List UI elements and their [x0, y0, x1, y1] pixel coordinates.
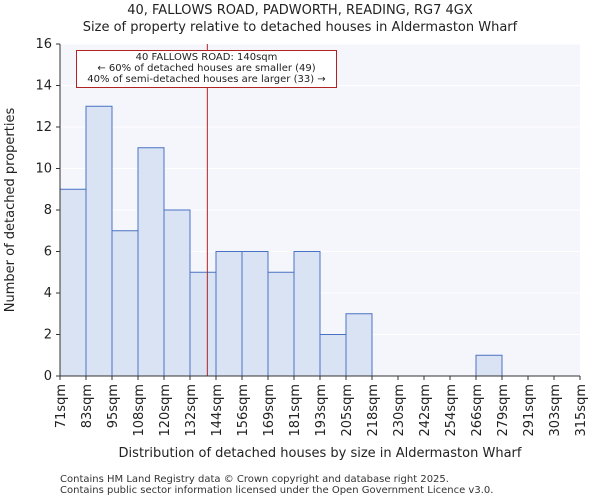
histogram-bar — [319, 334, 347, 377]
y-tick-label: 4 — [44, 286, 52, 301]
histogram-bar — [241, 251, 269, 377]
x-tick-label: 230sqm — [392, 384, 407, 437]
x-tick-label: 132sqm — [184, 384, 199, 437]
y-tick-label: 6 — [44, 245, 52, 260]
y-tick-label: 8 — [44, 203, 52, 218]
y-tick-label: 10 — [35, 162, 52, 177]
y-tick-label: 16 — [35, 37, 52, 52]
x-tick-label: 193sqm — [314, 384, 329, 437]
x-axis-label: Distribution of detached houses by size … — [119, 446, 522, 461]
property-annotation: 40 FALLOWS ROAD: 140sqm ← 60% of detache… — [76, 50, 337, 88]
footer-copyright: Contains HM Land Registry data © Crown c… — [60, 474, 449, 485]
x-tick-label: 218sqm — [366, 384, 381, 437]
x-tick-label: 254sqm — [444, 384, 459, 437]
histogram-bar — [189, 271, 217, 377]
chart-title: 40, FALLOWS ROAD, PADWORTH, READING, RG7… — [127, 3, 473, 18]
x-tick-label: 120sqm — [158, 384, 173, 437]
y-tick-label: 0 — [44, 369, 52, 384]
y-axis-label: Number of detached properties — [3, 108, 18, 313]
x-tick-label: 169sqm — [262, 384, 277, 437]
histogram-bar — [59, 188, 87, 377]
x-tick-label: 83sqm — [80, 384, 95, 428]
x-tick-label: 315sqm — [574, 384, 589, 437]
chart-subtitle: Size of property relative to detached ho… — [82, 20, 518, 35]
x-tick-label: 144sqm — [210, 384, 225, 437]
histogram-bar — [475, 354, 503, 377]
histogram-bar — [85, 105, 113, 377]
x-tick-label: 156sqm — [236, 384, 251, 437]
annotation-line-3: 40% of semi-detached houses are larger (… — [87, 74, 326, 85]
x-tick-label: 205sqm — [340, 384, 355, 437]
footer-licence: Contains public sector information licen… — [60, 485, 494, 496]
histogram-bar — [267, 271, 295, 377]
histogram-bar — [111, 230, 139, 377]
histogram-bar — [345, 313, 373, 377]
histogram-bar — [215, 251, 243, 377]
x-tick-label: 108sqm — [132, 384, 147, 437]
y-tick-label: 12 — [35, 120, 52, 135]
annotation-line-1: 40 FALLOWS ROAD: 140sqm — [135, 52, 278, 63]
x-tick-label: 71sqm — [54, 384, 69, 428]
histogram-bar — [293, 251, 321, 377]
annotation-line-2: ← 60% of detached houses are smaller (49… — [97, 63, 316, 74]
x-tick-label: 181sqm — [288, 384, 303, 437]
x-tick-label: 303sqm — [548, 384, 563, 437]
x-tick-label: 95sqm — [106, 384, 121, 428]
histogram-bar — [137, 147, 165, 377]
histogram-bar — [163, 209, 191, 377]
x-tick-label: 242sqm — [418, 384, 433, 437]
y-tick-label: 14 — [35, 79, 52, 94]
y-tick-label: 2 — [44, 328, 52, 343]
x-tick-label: 279sqm — [496, 384, 511, 437]
x-tick-label: 266sqm — [470, 384, 485, 437]
x-tick-label: 291sqm — [522, 384, 537, 437]
